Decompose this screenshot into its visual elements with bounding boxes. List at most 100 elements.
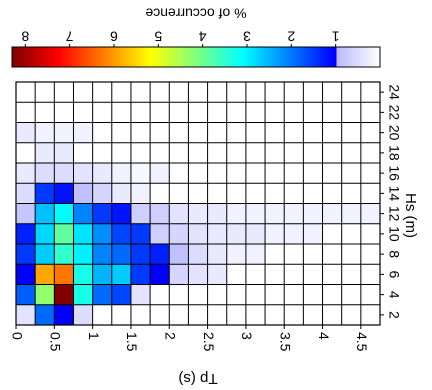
colorbar-step [212,47,217,67]
heatmap-cell [16,223,36,244]
colorbar-frame [11,46,381,68]
hs-axis-label: Hs (m) [402,193,419,238]
heatmap-cell [303,223,323,244]
heatmap-cell [54,264,74,285]
colorbar-step [340,47,345,67]
colorbar-step [268,47,273,67]
heatmap-cell [92,244,112,265]
heatmap-cell [111,203,131,224]
tp-tick-label: 16 [386,165,402,181]
heatmap-cell [169,203,189,224]
heatmap-cell [150,163,170,184]
heatmap-cell [150,244,170,265]
colorbar-step [244,47,249,67]
colorbar-step [128,47,133,67]
heatmap-cell [265,223,285,244]
tp-tick-label: 4 [386,291,402,299]
heatmap-cell [54,183,74,204]
colorbar-step [72,47,77,67]
colorbar-step [88,47,93,67]
colorbar-step [360,47,365,67]
heatmap-cell [92,284,112,305]
colorbar-step [324,47,329,67]
heatmap-cell [130,284,151,305]
hs-tick-label: 4 [316,332,332,340]
heatmap-cell [73,284,93,305]
heatmap-cell [73,122,93,143]
colorbar-step [160,47,165,67]
heatmap-cell [16,122,36,143]
heatmap-cell [245,244,266,265]
colorbar-step [344,47,349,67]
tp-tick-label: 24 [386,84,402,100]
colorbar-step [32,47,37,67]
heatmap-cells [16,122,380,325]
colorbar-step [44,47,49,67]
heatmap-cell [73,264,93,285]
colorbar-step [224,47,229,67]
colorbar-step [240,47,245,67]
heatmap-cell [73,203,93,224]
colorbar-step [132,47,137,67]
hs-tick-label: 3 [239,332,255,340]
heatmap-cell [150,223,170,244]
colorbar-step [208,47,213,67]
colorbar-step [84,47,89,67]
heatmap-cell [245,203,266,224]
heatmap-cell [341,203,361,224]
colorbar-tick-label: 8 [21,28,29,44]
heatmap-cell [54,223,74,244]
colorbar-step [92,47,97,67]
colorbar-step [376,47,381,67]
colorbar-step [228,47,233,67]
tp-tick-label: 2 [386,311,402,319]
colorbar-tick-label: 2 [287,28,295,44]
colorbar-step [12,47,17,67]
heatmap-cell [92,183,112,204]
colorbar-step [372,47,377,67]
heatmap-cell [226,223,246,244]
colorbar-step [232,47,237,67]
colorbar-tick-label: 7 [66,28,74,44]
heatmap-cell [188,264,208,285]
colorbar-step [204,47,209,67]
colorbar-step [252,47,257,67]
colorbar-step [180,47,185,67]
colorbar-tick-label: 1 [332,28,340,44]
heatmap-cell [16,163,36,184]
heatmap-cell [54,203,74,224]
heatmap-cell [130,203,151,224]
colorbar-step [316,47,321,67]
heatmap-cell [92,203,112,224]
hs-tick-label: 2 [163,332,179,340]
colorbar-step [116,47,121,67]
heatmap-cell [111,223,131,244]
colorbar-step [96,47,101,67]
colorbar-step [184,47,189,67]
tp-tick-label: 10 [386,226,402,242]
colorbar-step [176,47,181,67]
colorbar-step [24,47,29,67]
heatmap-cell [92,264,112,285]
colorbar-step [124,47,129,67]
tp-tick-label: 12 [386,206,402,222]
colorbar-label: % of occurrence [145,5,246,21]
heatmap-cell [35,122,55,143]
heatmap-cell [16,264,36,285]
hs-tick-label: 0 [9,332,25,340]
heatmap-cell [73,163,93,184]
colorbar-step [348,47,353,67]
colorbar-tick-label: 6 [110,28,118,44]
heatmap-cell [284,203,304,224]
heatmap-cell [35,163,55,184]
heatmap-cell [16,244,36,265]
colorbar-tick-label: 3 [243,28,251,44]
colorbar-step [300,47,305,67]
heatmap-cell [130,264,151,285]
heatmap-cell [16,183,36,204]
colorbar-tick-label: 4 [199,28,207,44]
colorbar-step [172,47,177,67]
colorbar-step [276,47,281,67]
